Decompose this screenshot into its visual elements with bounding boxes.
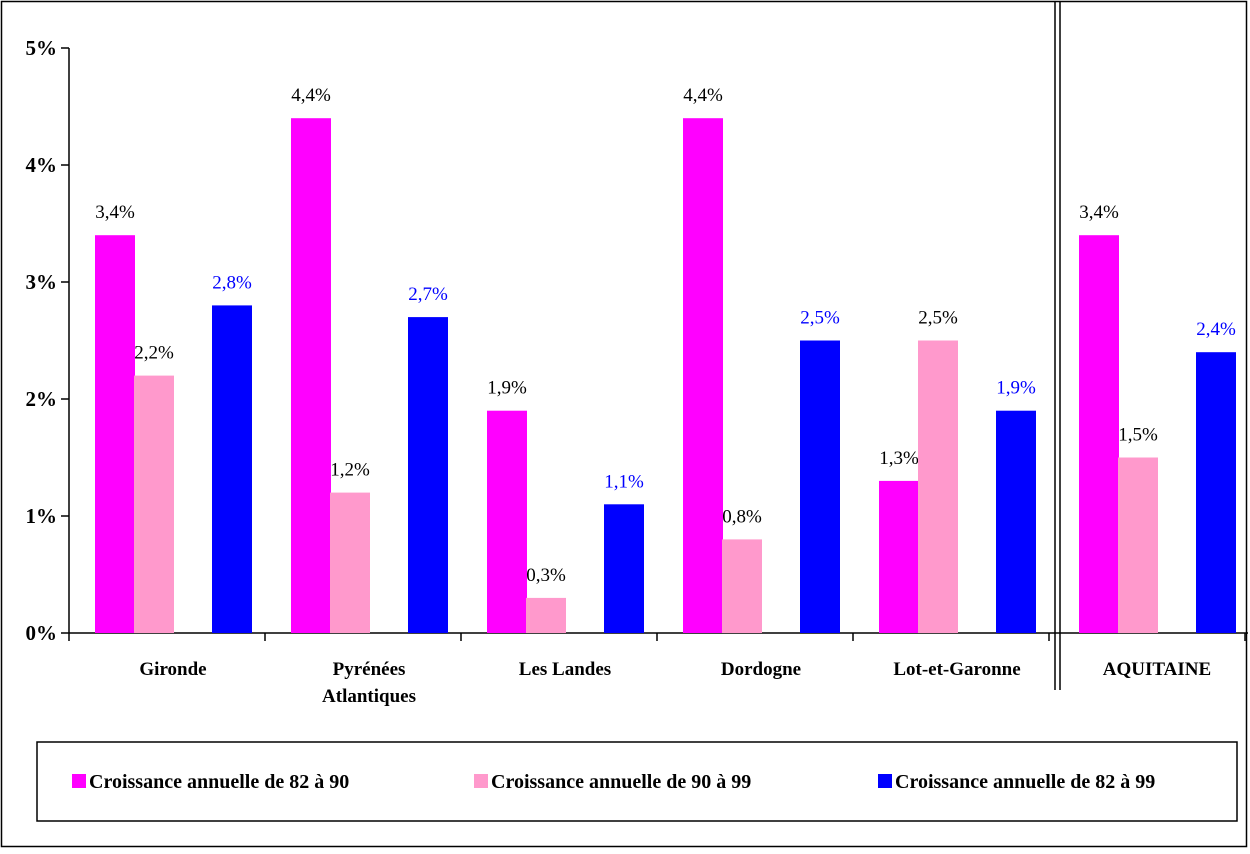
category-label-line: Lot-et-Garonne bbox=[893, 659, 1020, 680]
bar bbox=[134, 375, 174, 633]
bar bbox=[95, 235, 135, 633]
category-label-line: Gironde bbox=[139, 659, 206, 680]
bar bbox=[604, 504, 644, 633]
data-label: 2,5% bbox=[800, 308, 840, 329]
data-label: 2,7% bbox=[408, 284, 448, 305]
legend-label: Croissance annuelle de 90 à 99 bbox=[491, 771, 751, 793]
y-tick-label: 3% bbox=[26, 270, 58, 294]
category-label-line: AQUITAINE bbox=[1103, 659, 1211, 680]
data-label: 1,1% bbox=[604, 471, 644, 492]
bar bbox=[212, 305, 252, 633]
data-label: 1,2% bbox=[330, 460, 370, 481]
category-label: AQUITAINE bbox=[1103, 659, 1211, 680]
bar bbox=[683, 118, 723, 633]
bar bbox=[526, 597, 566, 633]
data-label: 4,4% bbox=[291, 85, 331, 106]
category-label-line: Pyrénées bbox=[333, 659, 406, 680]
y-tick-label: 2% bbox=[26, 387, 58, 411]
data-label: 2,4% bbox=[1196, 319, 1236, 340]
legend-swatch bbox=[72, 774, 86, 788]
bar bbox=[1118, 457, 1158, 633]
category-label: Gironde bbox=[139, 659, 206, 680]
category-label-line: Dordogne bbox=[721, 659, 801, 680]
data-label: 1,9% bbox=[487, 378, 527, 399]
legend-box bbox=[36, 741, 1238, 822]
category-label: Les Landes bbox=[519, 659, 611, 680]
y-tick-label: 0% bbox=[26, 621, 58, 645]
bar bbox=[879, 480, 919, 633]
category-label: Lot-et-Garonne bbox=[893, 659, 1020, 680]
data-label: 3,4% bbox=[1079, 202, 1119, 223]
bar bbox=[330, 492, 370, 633]
legend-swatch bbox=[878, 774, 892, 788]
data-label: 4,4% bbox=[683, 85, 723, 106]
data-label: 2,5% bbox=[918, 308, 958, 329]
data-label: 2,8% bbox=[212, 272, 252, 293]
category-label: Dordogne bbox=[721, 659, 801, 680]
legend-label: Croissance annuelle de 82 à 99 bbox=[895, 771, 1155, 793]
data-label: 1,9% bbox=[996, 378, 1036, 399]
bar bbox=[1079, 235, 1119, 633]
category-label-line: Les Landes bbox=[519, 659, 611, 680]
legend-swatch bbox=[474, 774, 488, 788]
y-tick-label: 1% bbox=[26, 504, 58, 528]
y-tick-label: 5% bbox=[26, 36, 58, 60]
data-label: 0,8% bbox=[722, 506, 762, 527]
data-label: 1,5% bbox=[1118, 425, 1158, 446]
data-label: 3,4% bbox=[95, 202, 135, 223]
bar bbox=[291, 118, 331, 633]
data-label: 0,3% bbox=[526, 565, 566, 586]
data-label: 1,3% bbox=[879, 448, 919, 469]
bar bbox=[918, 340, 958, 633]
category-label-line: Atlantiques bbox=[322, 686, 416, 707]
bar bbox=[487, 410, 527, 633]
y-tick-label: 4% bbox=[26, 153, 58, 177]
bar bbox=[722, 539, 762, 633]
bar bbox=[800, 340, 840, 633]
category-label: Pyrénées Atlantiques bbox=[322, 659, 416, 707]
bar bbox=[1196, 352, 1236, 633]
bar bbox=[408, 317, 448, 633]
bar bbox=[996, 410, 1036, 633]
legend-label: Croissance annuelle de 82 à 90 bbox=[89, 771, 349, 793]
data-label: 2,2% bbox=[134, 343, 174, 364]
